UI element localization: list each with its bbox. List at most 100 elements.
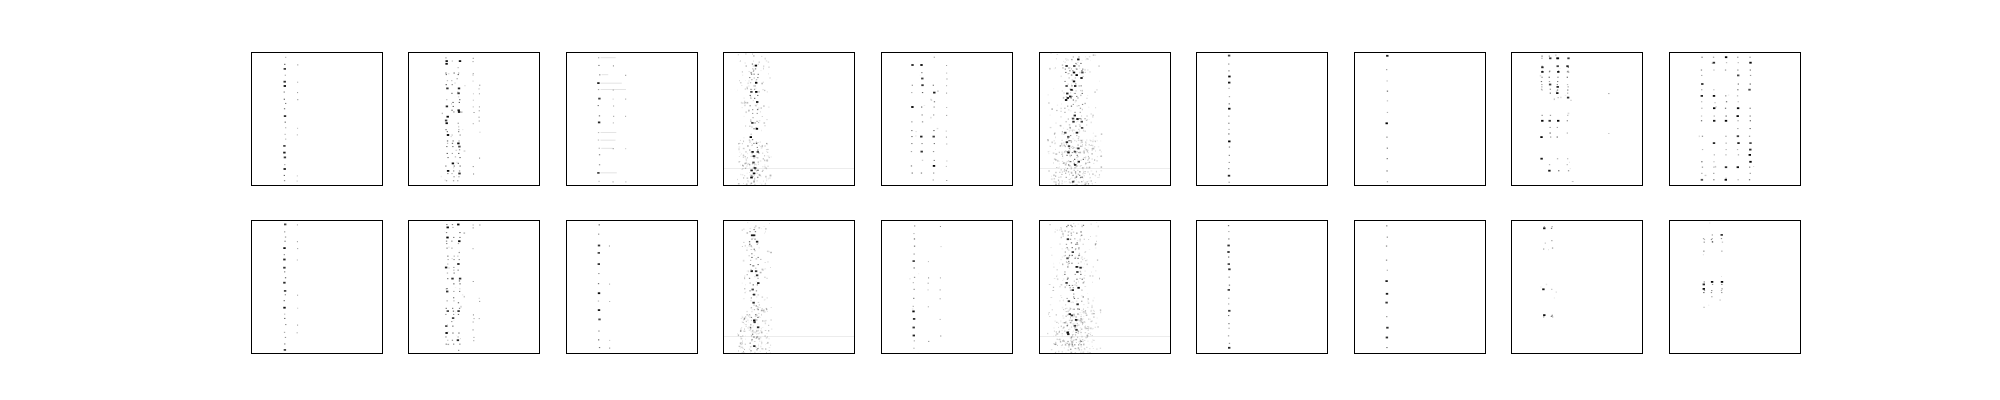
streak-dot [446,247,448,249]
streak-dot [445,332,448,334]
noise-speck [1087,333,1090,335]
streak-dot [1067,300,1071,303]
streak-dot [1541,65,1543,67]
noise-speck [760,147,763,149]
side-dot [472,166,474,168]
streak-dot [283,91,285,93]
panel-image [1227,54,1231,183]
streak-dot [751,79,753,81]
horizontal-dash [600,172,617,174]
noise-speck [1077,139,1080,141]
streak-dot [1749,107,1751,109]
noise-speck [1073,223,1075,225]
streak-dot [1075,282,1077,284]
side-dot [946,107,948,108]
noise-speck [1082,322,1084,324]
noise-speck [759,350,761,352]
streak-dot [597,244,601,247]
noise-speck [1067,137,1069,139]
noise-speck [744,157,747,159]
noise-speck [1060,346,1062,348]
noise-speck [741,174,743,176]
noise-speck [921,159,924,161]
noise-speck [1060,284,1063,286]
noise-speck [1066,314,1069,316]
noise-speck [464,85,466,87]
streak-dot [1725,154,1727,156]
side-dot [609,301,611,302]
noise-speck [451,258,453,260]
noise-speck [761,296,764,298]
side-dot [472,106,474,108]
streak-dot [1737,62,1739,64]
noise-speck [1057,278,1059,281]
streak-dot [458,170,461,172]
streak-dot [933,143,935,145]
noise-speck [758,246,760,249]
noise-speck [1714,102,1716,104]
noise-speck [768,324,770,326]
streak-dot [1548,81,1551,83]
streak-dot [452,180,455,182]
noise-speck [1061,333,1063,335]
noise-speck [1065,261,1067,263]
noise-speck [1085,325,1086,327]
noise-speck [1090,310,1092,313]
noise-speck [1088,327,1090,330]
noise-speck [1049,145,1051,147]
noise-speck [766,180,768,182]
streak-dot [911,121,913,123]
noise-speck [1088,318,1090,320]
streak-dot [750,245,752,247]
noise-speck [1061,152,1063,154]
streak-dot [756,284,758,286]
streak-dot [452,146,454,148]
noise-speck [1061,173,1063,175]
streak-dot [1069,127,1071,129]
streak-dot [459,343,461,345]
streak-dot [1712,61,1716,64]
noise-speck [1078,348,1080,351]
streak-dot [1551,226,1553,228]
streak-dot [754,97,756,99]
streak-dot [755,240,759,243]
noise-speck [1069,230,1071,232]
noise-speck [770,156,772,158]
streak-dot [1550,227,1553,229]
streak-dot [445,313,447,315]
noise-speck [753,74,755,75]
streak-dot [1081,226,1083,228]
streak-dot [1557,81,1559,83]
noise-speck [1714,93,1715,95]
streak-dot [1725,142,1727,144]
noise-speck [1069,319,1071,321]
noise-speck [1073,162,1075,165]
noise-speck [1054,142,1057,144]
noise-speck [1070,147,1072,148]
panel-image [1385,225,1389,349]
noise-speck [1062,235,1064,237]
noise-speck [744,288,746,290]
noise-speck [1087,335,1089,337]
noise-speck [756,172,758,174]
streak-dot [1712,56,1715,58]
image-panel [723,220,855,354]
noise-speck [758,307,760,308]
streak-dot [1701,166,1704,168]
streak-dot [1073,308,1075,310]
streak-dot [445,122,448,125]
noise-speck [1083,183,1086,185]
noise-speck [1080,328,1083,330]
noise-speck [1077,169,1079,171]
panel-image [1040,53,1170,185]
streak-dot [1080,176,1082,178]
streak-dot [1077,147,1080,150]
noise-speck [1055,175,1057,177]
noise-speck [1085,310,1087,312]
noise-speck [1087,152,1089,154]
streak-dot [1701,89,1703,91]
noise-speck [743,241,745,243]
noise-speck [1076,163,1079,164]
noise-speck [1053,180,1055,183]
streak-dot [921,77,924,80]
